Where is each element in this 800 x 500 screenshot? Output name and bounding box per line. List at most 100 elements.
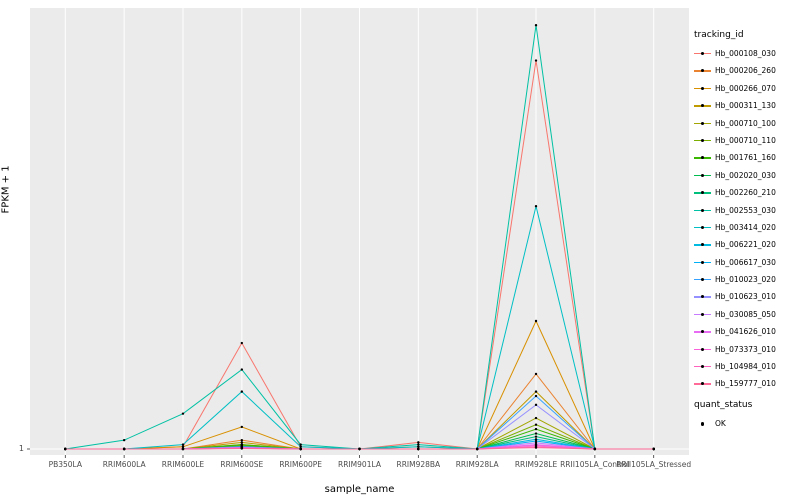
data-point <box>534 438 538 441</box>
legend-key-line-icon <box>694 360 711 373</box>
legend-key-line-icon <box>694 238 711 251</box>
legend-key-line-icon <box>694 47 711 60</box>
data-point <box>181 412 185 415</box>
legend-item-Hb_006221_020: Hb_006221_020 <box>694 238 800 251</box>
legend-item-Hb_000108_030: Hb_000108_030 <box>694 47 800 60</box>
legend-label: Hb_104984_010 <box>715 362 776 372</box>
data-point <box>534 319 538 323</box>
legend-key-line-icon <box>694 308 711 321</box>
legend-key-line-icon <box>694 186 711 199</box>
data-point <box>240 441 244 444</box>
legend-label: Hb_000710_100 <box>715 118 776 128</box>
legend-item-Hb_002260_210: Hb_002260_210 <box>694 186 800 199</box>
data-point <box>181 447 185 451</box>
data-point <box>534 390 538 393</box>
legend-item-Hb_073373_010: Hb_073373_010 <box>694 343 800 356</box>
legend-item-Hb_159777_010: Hb_159777_010 <box>694 377 800 390</box>
data-point <box>64 447 67 451</box>
data-point <box>417 443 420 446</box>
data-point <box>122 447 126 451</box>
legend-label: Hb_010623_010 <box>715 292 776 302</box>
data-point <box>417 447 420 451</box>
legend-label: Hb_002553_030 <box>715 205 776 215</box>
data-point <box>534 416 538 420</box>
x-tick-label-RRIM600SE: RRIM600SE <box>220 460 264 469</box>
legend-label: Hb_030085_050 <box>715 309 776 319</box>
legend-title-tracking-id: tracking_id <box>694 30 744 40</box>
x-tick-label-RRIM901LA: RRIM901LA <box>338 460 381 469</box>
data-point <box>534 372 538 376</box>
legend-key-line-icon <box>694 169 711 182</box>
legend-key-line-icon <box>694 221 711 234</box>
data-point <box>534 24 538 27</box>
legend-key-line-icon <box>694 273 711 286</box>
legend-key-line-icon <box>694 256 711 269</box>
legend-label: Hb_006617_030 <box>715 257 776 267</box>
legend-key-line-icon <box>694 290 711 303</box>
data-point <box>122 438 126 442</box>
legend-key-line-icon <box>694 117 711 130</box>
legend-label: Hb_003414_020 <box>715 222 776 232</box>
x-tick-label-RRII105LA_Stressed: RRII105LA_Stressed <box>616 460 692 469</box>
legend-label: Hb_000311_130 <box>715 101 776 111</box>
legend-item-Hb_000206_260: Hb_000206_260 <box>694 64 800 77</box>
legend-label: Hb_000710_110 <box>715 135 776 145</box>
data-point <box>240 447 244 450</box>
data-point <box>534 432 538 435</box>
legend-item-Hb_030085_050: Hb_030085_050 <box>694 308 800 321</box>
data-point <box>299 445 302 448</box>
legend-key-line-icon <box>694 64 711 77</box>
legend-label: Hb_000108_030 <box>715 49 776 58</box>
data-point <box>475 447 479 451</box>
data-point <box>534 441 538 445</box>
legend-key-line-icon <box>694 204 711 217</box>
data-point <box>240 443 244 446</box>
legend-item-Hb_003414_020: Hb_003414_020 <box>694 221 800 234</box>
data-point <box>240 425 244 429</box>
legend-item-Hb_002553_030: Hb_002553_030 <box>694 204 800 217</box>
y-axis-title: FPKM + 1 <box>0 165 12 214</box>
legend-label: Hb_041626_010 <box>715 327 776 337</box>
legend-label: Hb_000206_260 <box>715 66 776 76</box>
legend-label: Hb_010023_020 <box>715 275 776 285</box>
x-tick-label-RRII105LA_Control: RRII105LA_Control <box>560 460 630 469</box>
legend-label: Hb_073373_010 <box>715 344 776 354</box>
legend-item-Hb_001761_160: Hb_001761_160 <box>694 151 800 164</box>
legend-label: Hb_000266_070 <box>715 83 776 93</box>
data-point <box>652 447 655 451</box>
x-axis-title: sample_name <box>324 484 395 495</box>
legend-item-Hb_010623_010: Hb_010623_010 <box>694 290 800 303</box>
legend-label-ok: OK <box>715 419 726 429</box>
x-tick-label-PB350LA: PB350LA <box>48 460 83 469</box>
legend-label: Hb_001761_160 <box>715 153 776 163</box>
data-point <box>534 439 538 443</box>
legend-label: Hb_002020_030 <box>715 170 776 180</box>
data-point <box>240 390 244 393</box>
legend-title-quant-status: quant_status <box>694 400 753 411</box>
ok-point-icon <box>694 417 711 430</box>
legend-key-line-icon <box>694 325 711 338</box>
y-axis-tick-label: 1 <box>18 444 24 453</box>
legend: tracking_id Hb_000108_030 Hb_000206_260 Hb… <box>694 30 800 435</box>
legend-item-Hb_000266_070: Hb_000266_070 <box>694 82 800 95</box>
data-point <box>534 205 538 208</box>
data-point <box>240 368 244 371</box>
data-point <box>534 427 538 431</box>
data-point <box>534 423 538 426</box>
legend-items: Hb_000108_030 Hb_000206_260 Hb_000266_070 H… <box>694 47 800 390</box>
data-point <box>181 443 185 446</box>
legend-key-line-icon <box>694 343 711 356</box>
data-point <box>417 445 420 448</box>
data-point <box>534 59 538 62</box>
data-point <box>593 447 597 451</box>
data-point <box>240 438 244 442</box>
legend-label: Hb_159777_010 <box>715 379 776 389</box>
x-tick-label-RRIM928LE: RRIM928LE <box>514 460 558 469</box>
data-point <box>240 341 244 345</box>
data-point <box>358 447 361 451</box>
legend-label: Hb_006221_020 <box>715 240 776 250</box>
legend-item-Hb_000311_130: Hb_000311_130 <box>694 99 800 112</box>
legend-key-line-icon <box>694 134 711 147</box>
